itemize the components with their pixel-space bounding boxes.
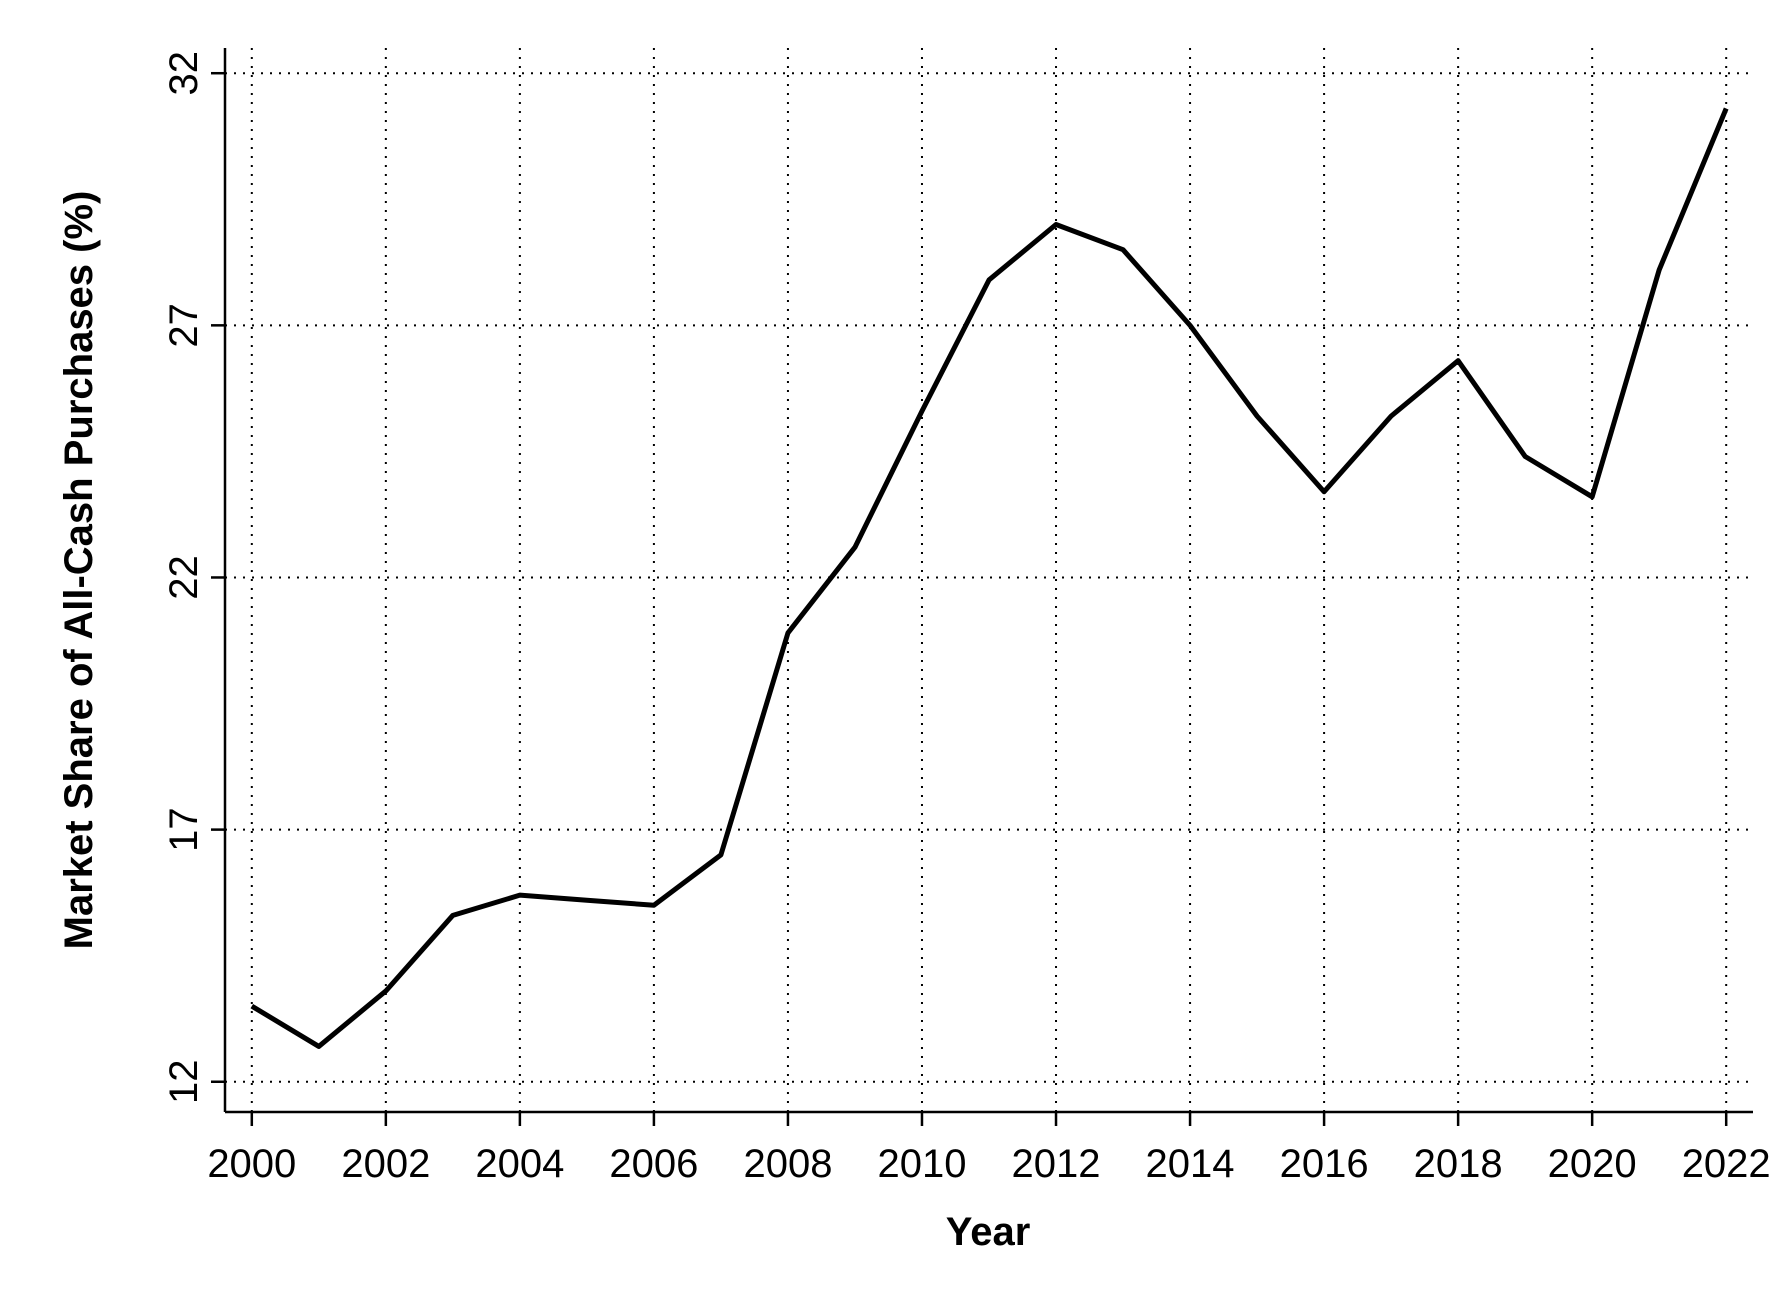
y-tick-label: 12 — [162, 1059, 206, 1104]
y-tick-label: 27 — [162, 303, 206, 348]
x-tick-label: 2016 — [1280, 1142, 1369, 1186]
y-axis-label: Market Share of All-Cash Purchases (%) — [57, 191, 101, 950]
x-axis-label: Year — [946, 1210, 1031, 1254]
x-tick-label: 2020 — [1548, 1142, 1637, 1186]
x-tick-label: 2006 — [609, 1142, 698, 1186]
y-tick-label: 32 — [162, 51, 206, 96]
x-tick-label: 2008 — [743, 1142, 832, 1186]
x-tick-label: 2014 — [1146, 1142, 1235, 1186]
y-tick-label: 22 — [162, 555, 206, 600]
x-tick-label: 2002 — [341, 1142, 430, 1186]
x-tick-label: 2022 — [1682, 1142, 1771, 1186]
line — [250, 107, 1729, 1049]
x-tick-label: 2012 — [1012, 1142, 1101, 1186]
y-tick-label: 17 — [162, 807, 206, 852]
x-tick-label: 2018 — [1414, 1142, 1503, 1186]
x-tick-label: 2000 — [207, 1142, 296, 1186]
x-tick-label: 2004 — [475, 1142, 564, 1186]
x-tick-label: 2010 — [877, 1142, 966, 1186]
